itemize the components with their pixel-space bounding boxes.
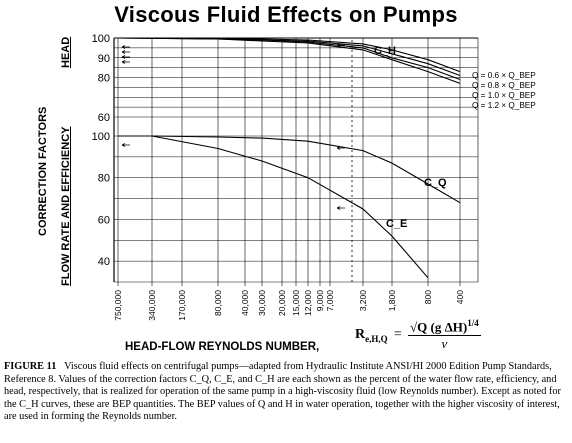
formula-lhs: R: [355, 327, 366, 343]
arrow-marker: [121, 45, 130, 49]
series-line-head: [117, 37, 461, 84]
x-tick-label: 800: [423, 290, 433, 304]
x-tick-label: 80,000: [213, 290, 223, 316]
figure-caption: FIGURE 11 Viscous fluid effects on centr…: [4, 361, 570, 424]
x-tick-label: 3,200: [358, 290, 368, 312]
arrow-marker: [336, 206, 345, 210]
y-tick-label-flow: 60: [98, 214, 110, 226]
caption-figure-label: FIGURE 11: [4, 361, 57, 372]
x-tick-label: 400: [455, 290, 465, 304]
curve-label-ch: C_H: [374, 45, 396, 57]
formula-denominator: ν: [441, 336, 448, 352]
formula-fraction: √Q (g ΔH)1/4 ν: [408, 318, 481, 352]
legend-entry: Q = 0.8 × Q_BEP: [472, 81, 536, 90]
legend-entry: Q = 1.0 × Q_BEP: [472, 91, 536, 100]
series-line-head: [118, 37, 461, 73]
x-tick-label: 170,000: [177, 290, 187, 321]
viscous-effects-chart: 60 80 90 100 40 60 80 100 750,000 340,000 170,000 8…: [92, 33, 537, 321]
x-tick-label: 7,000: [325, 290, 335, 312]
formula-numerator: √Q (g ΔH): [410, 319, 468, 335]
y-tick-label-head: 100: [92, 33, 110, 45]
arrow-marker: [121, 143, 130, 147]
series-line-flow: [118, 135, 461, 204]
caption-text: Viscous fluid effects on centrifugal pum…: [4, 361, 561, 423]
y-tick-label-head: 90: [98, 53, 110, 65]
y-tick-label-flow: 80: [98, 173, 110, 185]
x-tick-label: 750,000: [113, 290, 123, 321]
y-tick-label-head: 80: [98, 73, 110, 85]
series-line-flow: [151, 135, 429, 279]
series-line-head: [118, 37, 461, 77]
arrow-marker: [121, 55, 130, 59]
x-tick-label: 40,000: [240, 290, 250, 316]
arrow-marker: [121, 50, 130, 54]
y-tick-label-flow: 40: [98, 256, 110, 268]
arrow-marker: [336, 43, 345, 47]
x-tick-label: 1,800: [387, 290, 397, 312]
chart-title: Viscous Fluid Effects on Pumps: [114, 2, 458, 27]
curve-label-cq: C_Q: [424, 177, 447, 189]
legend-entry: Q = 0.6 × Q_BEP: [472, 71, 536, 80]
x-tick-label: 12,000: [303, 290, 313, 316]
x-tick-label: 20,000: [277, 290, 287, 316]
legend-entry: Q = 1.2 × Q_BEP: [472, 101, 536, 110]
arrow-marker: [336, 146, 345, 150]
arrow-marker: [121, 60, 130, 64]
formula-exponent: 1/4: [467, 318, 479, 328]
x-tick-label: 340,000: [147, 290, 157, 321]
y-tick-label-flow: 100: [92, 131, 110, 143]
x-axis-label: HEAD-FLOW REYNOLDS NUMBER,: [125, 341, 320, 353]
reynolds-formula: Re,H,Q = √Q (g ΔH)1/4 ν: [355, 318, 481, 352]
formula-lhs-sub: e,H,Q: [365, 333, 388, 344]
x-tick-label: 9,000: [315, 290, 325, 312]
y-tick-label-head: 60: [98, 112, 110, 124]
x-tick-label: 30,000: [257, 290, 267, 316]
formula-eq: =: [393, 327, 402, 343]
curve-label-ce: C_E: [386, 218, 407, 230]
x-tick-label: 15,000: [291, 290, 301, 316]
